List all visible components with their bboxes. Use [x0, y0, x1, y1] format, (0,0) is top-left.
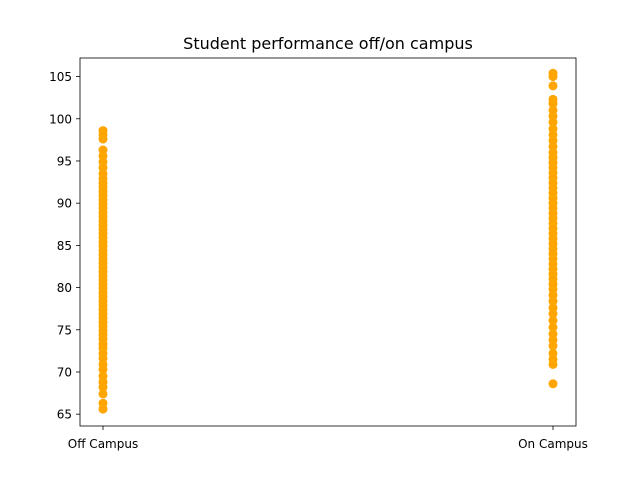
data-point [98, 126, 108, 136]
data-point [548, 81, 558, 91]
x-axis: Off Campus On Campus [68, 426, 588, 451]
data-point [548, 124, 558, 134]
y-axis: 65 70 75 80 85 90 95 100 105 [49, 70, 80, 422]
data-point [548, 94, 558, 104]
y-tick-label: 105 [49, 70, 72, 84]
y-tick-label: 95 [57, 154, 72, 168]
data-point [98, 145, 108, 155]
data-point [98, 389, 108, 399]
x-tick-label-off-campus: Off Campus [68, 437, 138, 451]
y-tick-label: 65 [57, 408, 72, 422]
y-tick-label: 90 [57, 197, 72, 211]
y-tick-label: 70 [57, 365, 72, 379]
y-tick-label: 75 [57, 323, 72, 337]
y-tick-label: 85 [57, 239, 72, 253]
data-point [548, 303, 558, 313]
data-point [98, 371, 108, 381]
data-point [98, 398, 108, 408]
data-point [548, 379, 558, 389]
x-tick-label-on-campus: On Campus [518, 437, 588, 451]
data-point [548, 68, 558, 78]
y-tick-label: 100 [49, 112, 72, 126]
chart-title: Student performance off/on campus [183, 34, 473, 53]
data-point [548, 315, 558, 325]
data-point [548, 105, 558, 115]
plot-area-frame [79, 57, 577, 427]
data-point [548, 348, 558, 358]
data-point [548, 329, 558, 339]
data-points [98, 68, 558, 414]
data-point [548, 322, 558, 332]
y-tick-label: 80 [57, 281, 72, 295]
